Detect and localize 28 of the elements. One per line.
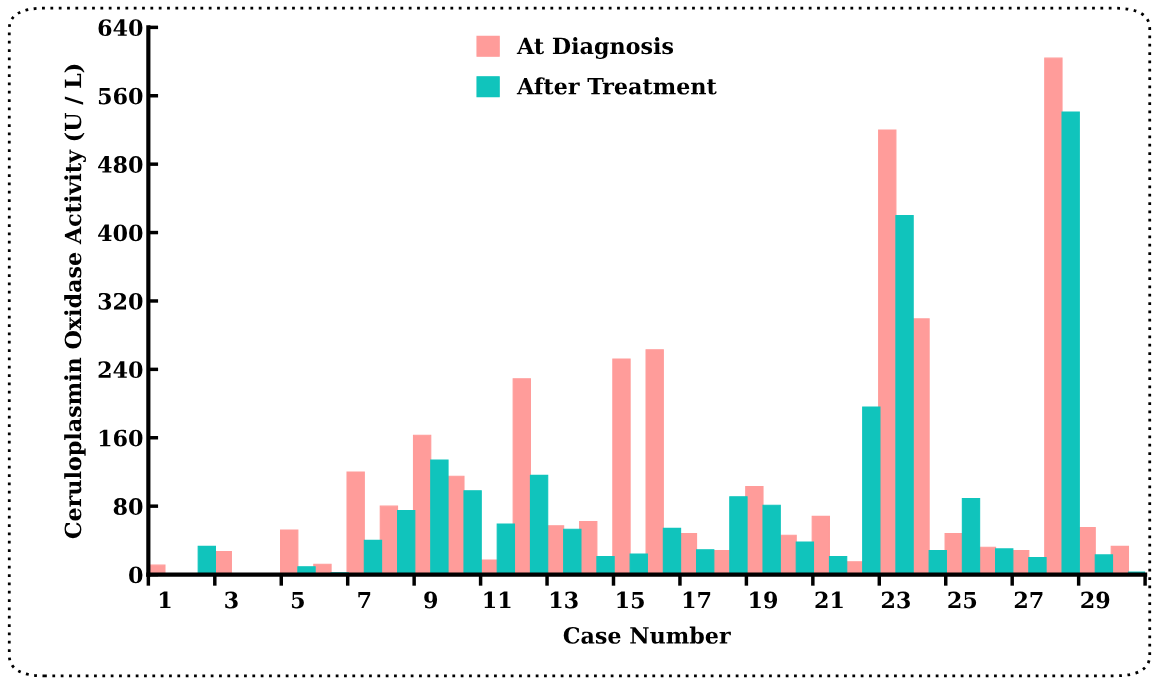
x-tick-label: 25 [948, 591, 977, 609]
x-tick-label: 7 [358, 591, 371, 609]
legend-label: At Diagnosis [516, 37, 674, 59]
y-tick-label: 480 [98, 156, 143, 173]
x-tick-label: 13 [550, 591, 578, 609]
x-tick-label: 29 [1081, 591, 1110, 609]
x-tick-label: 19 [750, 591, 778, 609]
x-tick-label: 1 [159, 591, 171, 609]
y-axis-title: Ceruloplasmin Oxidase Activity (U / L) [64, 64, 86, 539]
y-tick-label: 560 [98, 87, 143, 105]
x-tick-label: 23 [881, 591, 910, 609]
legend-label: After Treatment [516, 77, 717, 95]
y-tick-label: 0 [129, 566, 143, 584]
x-tick-label: 11 [484, 591, 511, 609]
y-tick-label: 640 [98, 19, 143, 37]
x-axis-title: Case Number [563, 626, 731, 644]
x-tick-label: 9 [424, 591, 438, 609]
y-tick-label: 80 [113, 498, 143, 515]
y-tick-label: 400 [98, 224, 143, 242]
y-tick-label: 160 [99, 429, 143, 447]
x-tick-label: 3 [225, 591, 238, 609]
y-tick-label: 240 [98, 361, 143, 379]
x-tick-label: 17 [683, 591, 711, 609]
x-tick-label: 15 [617, 591, 644, 609]
x-tick-label: 27 [1014, 591, 1043, 609]
x-tick-label: 5 [291, 591, 304, 609]
x-tick-label: 21 [815, 591, 843, 609]
y-tick-label: 320 [98, 292, 143, 310]
